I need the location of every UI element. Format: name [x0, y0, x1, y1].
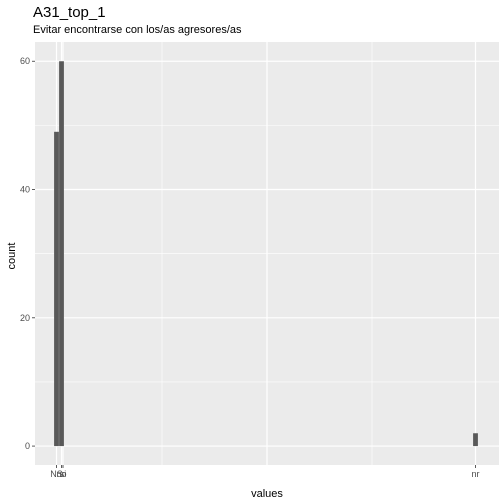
chart-title: A31_top_1	[33, 4, 106, 21]
bar-nr	[473, 433, 478, 447]
bar-NS	[54, 131, 59, 447]
x-tick-label: NS	[50, 469, 63, 479]
x-tick-label: no	[56, 469, 66, 479]
y-axis: 0 20 40 60	[20, 56, 35, 451]
y-tick-label: 40	[20, 185, 30, 195]
bars	[54, 61, 478, 447]
y-tick-label: 20	[20, 313, 30, 323]
chart-subtitle: Evitar encontrarse con los/as agresores/…	[33, 24, 242, 36]
y-tick-label: 0	[25, 441, 30, 451]
bar-no	[59, 61, 64, 447]
x-axis-title: values	[251, 488, 283, 500]
x-tick-label: nr	[471, 469, 479, 479]
y-tick-label: 60	[20, 56, 30, 66]
x-tick-label: si	[60, 469, 67, 479]
y-axis-title: count	[6, 243, 18, 270]
